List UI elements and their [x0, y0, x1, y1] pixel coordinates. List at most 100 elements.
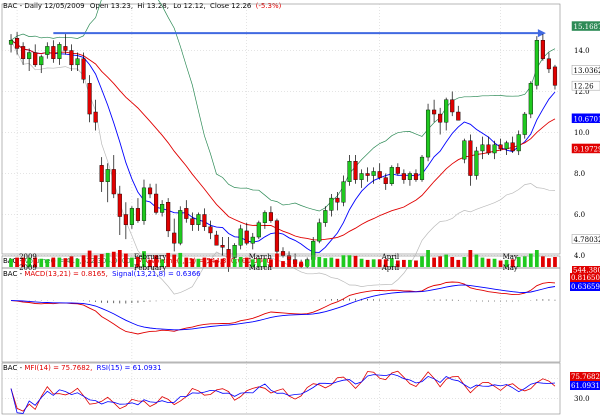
- price-tick-label: 4.0: [574, 252, 585, 260]
- volume-bar: [347, 255, 352, 267]
- candle-body: [93, 111, 98, 123]
- month-label-volume: February: [134, 264, 166, 272]
- price-badge: [571, 143, 600, 154]
- volume-bar: [432, 257, 436, 267]
- mfi-badge-label: 61.0931: [571, 382, 600, 390]
- volume-bar: [371, 259, 376, 267]
- volume-bar: [196, 258, 201, 267]
- price-badge-label: 10.6701: [574, 115, 600, 123]
- candle-body: [220, 245, 225, 248]
- mfi-badge: [570, 372, 600, 381]
- volume-bar: [311, 256, 316, 267]
- mfi-header: BAC - MFI(14) = 75.7682, RSI(15) = 61.09…: [3, 364, 162, 372]
- volume-bar: [57, 257, 62, 267]
- volume-bar: [420, 256, 424, 267]
- candle-body: [196, 214, 201, 225]
- candle-body: [135, 208, 141, 221]
- candle-body: [444, 99, 449, 123]
- candle-body: [419, 156, 425, 180]
- price-badge: [571, 113, 600, 124]
- mfi-rsi-lines: [10, 370, 556, 414]
- price-badge: [571, 21, 600, 31]
- volume-bar: [414, 260, 418, 267]
- candle-body: [456, 111, 461, 121]
- trend-arrow-head: [537, 29, 546, 38]
- volume-bar: [142, 251, 146, 267]
- volume-bar: [287, 259, 291, 267]
- candle-body: [510, 142, 515, 152]
- candle-body: [172, 232, 177, 244]
- candle-body: [450, 99, 455, 113]
- candle-body: [141, 187, 147, 221]
- candle-body: [480, 144, 485, 152]
- volume-bar: [408, 259, 412, 267]
- candle-body: [105, 169, 110, 182]
- candle-body: [27, 52, 32, 59]
- price-badge-label: 12.26: [574, 83, 595, 91]
- candle-body: [341, 181, 346, 203]
- volume-bar: [522, 256, 527, 267]
- candle-body: [69, 50, 74, 66]
- volume-bar: [275, 253, 279, 267]
- volume-bar: [269, 259, 273, 267]
- volume-bar: [178, 252, 183, 267]
- candle-body: [123, 214, 128, 225]
- candle-body: [329, 197, 334, 211]
- candle-body: [486, 144, 491, 154]
- mfi-line: [10, 370, 556, 412]
- volume-bar: [93, 255, 98, 267]
- month-label-price: April: [381, 253, 400, 261]
- volume-bar: [480, 257, 485, 267]
- volume-bar: [444, 254, 449, 267]
- volume-bar: [99, 254, 104, 267]
- volume-bar: [220, 258, 225, 267]
- month-labels: 2009 2009 February February March March April A…: [19, 253, 518, 272]
- volume-bar: [486, 258, 491, 267]
- volume-bar: [389, 258, 394, 267]
- volume-bar: [498, 260, 503, 267]
- volume-bar: [244, 257, 249, 267]
- candle-body: [160, 204, 165, 213]
- candle-body: [407, 173, 412, 180]
- price-axis: 14.0 12.0 10.0 8.0 6.0 4.0 15.1687 13.0362 12.26…: [571, 21, 600, 260]
- short-ma-line: [10, 39, 556, 253]
- volume-bar: [426, 250, 430, 267]
- month-label-price: February: [134, 253, 166, 261]
- candle-body: [468, 140, 473, 176]
- volume-bar: [39, 258, 44, 267]
- volume-bar: [462, 257, 467, 267]
- volume-bar: [214, 259, 219, 267]
- month-label-volume: May: [503, 264, 518, 272]
- volume-bar: [21, 257, 25, 267]
- macd-badge: [570, 273, 600, 282]
- volume-bar: [510, 259, 515, 267]
- candle-body: [516, 134, 521, 152]
- candle-body: [528, 83, 533, 115]
- candle-body: [256, 222, 261, 238]
- volume-bar: [299, 261, 304, 267]
- macd-line: [10, 281, 556, 335]
- volume-bar: [202, 257, 207, 267]
- volume-bar: [323, 258, 328, 267]
- volume-bar: [117, 250, 122, 267]
- volume-bar: [250, 259, 255, 267]
- rsi-line: [10, 373, 556, 414]
- candle-body: [546, 58, 552, 70]
- price-badge: [571, 65, 600, 75]
- candle-body: [14, 38, 20, 49]
- volume-bar: [33, 257, 38, 267]
- candle-body: [438, 113, 443, 123]
- volume-bar: [402, 259, 406, 267]
- candle-body: [202, 214, 207, 228]
- candle-body: [347, 160, 352, 182]
- macd-panel-frame: [1, 267, 561, 363]
- candle-body: [383, 177, 388, 184]
- volume-bar: [111, 251, 116, 267]
- month-label-volume: April: [381, 264, 400, 272]
- price-tick-label: 8.0: [574, 170, 585, 178]
- volume-bar: [383, 259, 388, 267]
- volume-bar: [9, 258, 13, 267]
- volume-bar: [262, 258, 267, 267]
- candle-body: [522, 113, 527, 135]
